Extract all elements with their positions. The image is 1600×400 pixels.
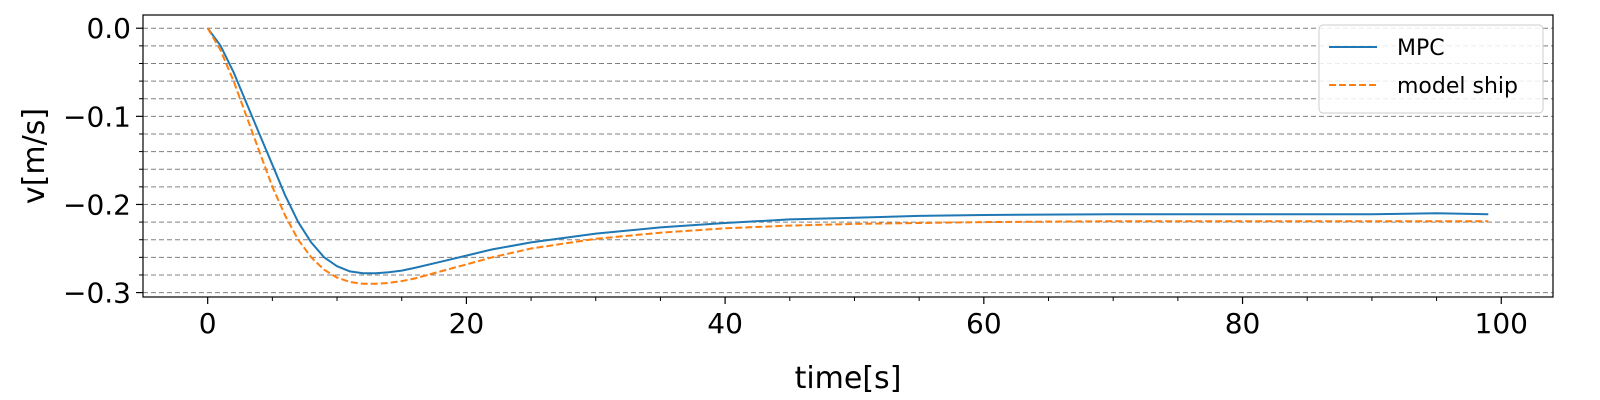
y-tick-label: 0.0 — [86, 12, 131, 45]
series-line-mpc — [206, 27, 1489, 275]
y-tick-label: −0.3 — [63, 277, 131, 310]
y-axis-label: v[m/s] — [17, 108, 52, 204]
series-lines — [206, 27, 1489, 285]
x-tick-label: 0 — [199, 307, 217, 340]
x-tick-label: 60 — [966, 307, 1002, 340]
legend-label-model-ship: model ship — [1397, 74, 1518, 99]
legend: MPC model ship — [1318, 24, 1544, 114]
plot-frame — [142, 14, 1554, 298]
x-tick-label: 80 — [1225, 307, 1261, 340]
y-tick-label: −0.2 — [63, 188, 131, 221]
gridlines — [143, 27, 1553, 294]
x-tick-label: 40 — [707, 307, 743, 340]
axis-ticks: 0 20 40 60 80 100 0.0 −0.1 −0.2 −0.3 — [63, 12, 1528, 340]
series-line-model-ship — [206, 27, 1489, 285]
legend-label-mpc: MPC — [1397, 36, 1445, 61]
x-tick-label: 100 — [1475, 307, 1528, 340]
x-tick-label: 20 — [449, 307, 485, 340]
y-tick-label: −0.1 — [63, 100, 131, 133]
x-axis-label: time[s] — [795, 361, 902, 396]
